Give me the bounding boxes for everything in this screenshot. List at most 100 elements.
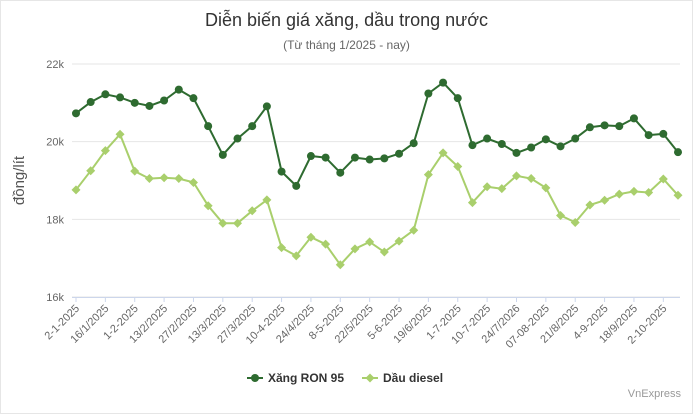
data-point xyxy=(423,170,433,180)
data-point xyxy=(100,146,110,156)
data-point xyxy=(379,247,389,257)
data-point xyxy=(101,90,110,99)
data-point xyxy=(600,195,610,205)
data-point xyxy=(497,139,506,148)
data-point xyxy=(380,154,389,163)
data-point xyxy=(291,251,301,261)
y-tick-label: 16k xyxy=(46,292,64,304)
data-point xyxy=(306,152,315,161)
data-point xyxy=(218,218,228,228)
data-point xyxy=(673,190,683,200)
data-point xyxy=(159,173,169,183)
data-point xyxy=(541,135,550,144)
legend-label: Dầu diesel xyxy=(383,371,443,385)
data-point xyxy=(511,171,521,181)
y-tick-label: 22k xyxy=(46,59,64,71)
data-point xyxy=(453,162,463,172)
data-point xyxy=(629,114,638,123)
credit-label[interactable]: VnExpress xyxy=(627,388,681,400)
data-point xyxy=(556,210,566,220)
data-point xyxy=(644,131,653,140)
data-point xyxy=(336,168,345,177)
data-point xyxy=(512,148,521,157)
data-point xyxy=(527,143,536,152)
data-point xyxy=(659,129,668,138)
data-point xyxy=(541,183,551,193)
data-point xyxy=(174,174,184,184)
data-point xyxy=(189,94,198,103)
data-point xyxy=(483,134,492,143)
data-point xyxy=(335,260,345,270)
legend-marker xyxy=(251,374,259,382)
data-point xyxy=(247,206,257,216)
data-point xyxy=(395,149,404,158)
data-point xyxy=(365,155,374,164)
data-point xyxy=(86,166,96,176)
data-point xyxy=(350,153,359,162)
data-point xyxy=(248,122,257,131)
data-point xyxy=(615,122,624,131)
data-point xyxy=(571,134,580,143)
data-point xyxy=(71,185,81,195)
data-point xyxy=(277,243,287,253)
data-point xyxy=(321,239,331,249)
data-point xyxy=(321,153,330,162)
data-point xyxy=(600,121,609,130)
data-point xyxy=(115,129,125,139)
data-point xyxy=(160,96,169,105)
legend-item[interactable]: Dầu diesel xyxy=(362,371,443,385)
legend-item[interactable]: Xăng RON 95 xyxy=(247,371,344,385)
y-tick-label: 18k xyxy=(46,214,64,226)
data-point xyxy=(585,200,595,210)
data-point xyxy=(585,123,594,132)
data-point xyxy=(438,148,448,158)
y-tick-label: 20k xyxy=(46,137,64,149)
data-point xyxy=(467,198,477,208)
data-point xyxy=(468,141,477,150)
data-point xyxy=(262,102,271,111)
data-point xyxy=(174,85,183,94)
data-point xyxy=(350,244,360,254)
data-point xyxy=(86,98,95,107)
y-axis-title: đồng/lít xyxy=(11,155,28,205)
data-point xyxy=(439,78,448,87)
data-point xyxy=(130,98,139,107)
data-point xyxy=(658,174,668,184)
data-point xyxy=(556,142,565,151)
data-point xyxy=(614,189,624,199)
data-point xyxy=(203,201,213,211)
data-point xyxy=(145,101,154,110)
data-point xyxy=(674,148,682,157)
data-point xyxy=(204,122,213,131)
data-point xyxy=(644,188,654,198)
data-point xyxy=(116,93,125,102)
chart-title: Diễn biến giá xăng, dầu trong nước xyxy=(204,10,489,30)
data-point xyxy=(409,225,419,235)
data-point xyxy=(482,182,492,192)
data-point xyxy=(409,139,418,148)
data-point xyxy=(570,217,580,227)
data-point xyxy=(233,134,242,143)
data-point xyxy=(526,174,536,184)
data-point xyxy=(365,237,375,247)
data-point xyxy=(629,186,639,196)
data-point xyxy=(72,109,80,118)
data-point xyxy=(453,94,462,103)
data-point xyxy=(218,150,227,159)
data-point xyxy=(188,177,198,187)
legend-marker xyxy=(365,373,375,383)
data-point xyxy=(130,166,140,176)
data-point xyxy=(394,236,404,246)
data-point xyxy=(306,232,316,242)
data-point xyxy=(497,184,507,194)
data-point xyxy=(292,181,301,190)
series-line xyxy=(75,133,679,266)
data-point xyxy=(233,218,243,228)
legend-label: Xăng RON 95 xyxy=(268,371,344,385)
data-point xyxy=(424,89,433,98)
data-point xyxy=(277,167,286,176)
data-point xyxy=(262,195,272,205)
data-point xyxy=(144,174,154,184)
chart-subtitle: (Từ tháng 1/2025 - nay) xyxy=(283,38,410,52)
